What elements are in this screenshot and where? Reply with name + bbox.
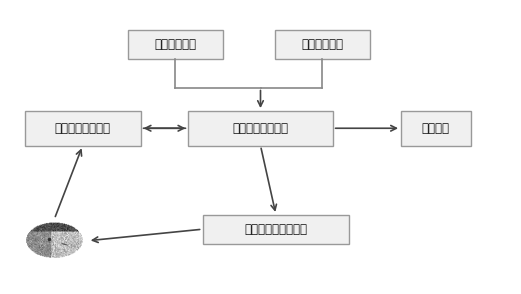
Text: 执行模块: 执行模块 bbox=[422, 122, 450, 135]
FancyBboxPatch shape bbox=[401, 111, 470, 146]
Text: 脑电刺激与反馈模块: 脑电刺激与反馈模块 bbox=[244, 223, 307, 236]
Text: 脑电信号采集模块: 脑电信号采集模块 bbox=[55, 122, 110, 135]
FancyBboxPatch shape bbox=[188, 111, 333, 146]
Text: 脑电信号处理模块: 脑电信号处理模块 bbox=[232, 122, 289, 135]
Text: 远程控制模块: 远程控制模块 bbox=[301, 38, 343, 51]
FancyBboxPatch shape bbox=[24, 111, 141, 146]
FancyBboxPatch shape bbox=[203, 215, 350, 244]
Text: 输入控制模块: 输入控制模块 bbox=[154, 38, 196, 51]
FancyBboxPatch shape bbox=[275, 30, 370, 59]
FancyBboxPatch shape bbox=[128, 30, 223, 59]
